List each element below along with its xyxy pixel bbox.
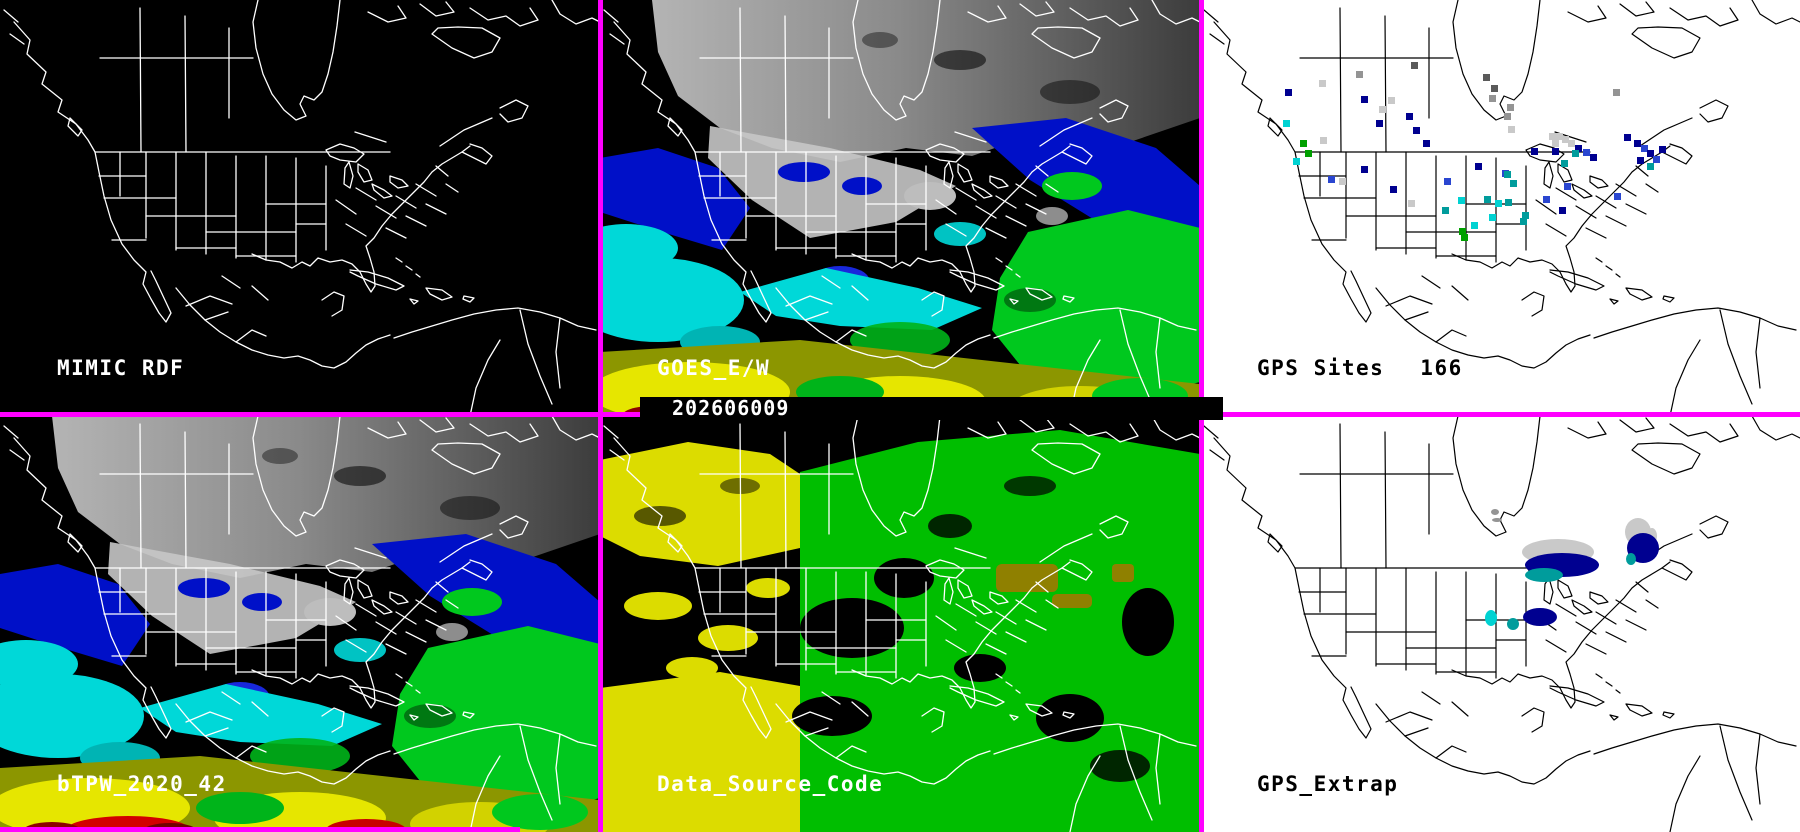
gps-site-dot [1552, 140, 1559, 147]
panel-label-btpw: bTPW_2020_42 [57, 772, 227, 796]
gps-site-dot [1659, 146, 1666, 153]
gps-site-dot [1505, 199, 1512, 206]
gps-site-dot [1562, 136, 1569, 143]
gps-site-dot [1641, 145, 1648, 152]
panel-label-gps-extrap: GPS_Extrap [1257, 772, 1399, 796]
gps-site-dot [1458, 197, 1465, 204]
gps-site-dot [1495, 200, 1502, 207]
gps-site-dot [1647, 163, 1654, 170]
panel-mimic-rdf: MIMIC RDF [0, 0, 600, 416]
gps-site-dot [1300, 140, 1307, 147]
gps-site-dot [1624, 134, 1631, 141]
gps-site-dot [1613, 89, 1620, 96]
gps-site-dot [1504, 171, 1511, 178]
panel-label-mimic-rdf: MIMIC RDF [57, 356, 185, 380]
gps-site-dot [1568, 140, 1575, 147]
gps-site-dot [1361, 166, 1368, 173]
data-source-code-image [600, 416, 1200, 832]
panel-label-goes-ew: GOES_E/W [657, 356, 771, 380]
gps-site-dot [1379, 106, 1386, 113]
gps-site-dot [1475, 163, 1482, 170]
gps-sites-label-text: GPS Sites [1257, 356, 1385, 380]
panel-label-gps-sites: GPS Sites 166 [1257, 356, 1463, 380]
gps-site-dot [1590, 154, 1597, 161]
gps-site-dot [1423, 140, 1430, 147]
gps-site-dot [1390, 186, 1397, 193]
gps-site-dot [1543, 196, 1550, 203]
gps-site-dot [1556, 133, 1563, 140]
gps-site-dot [1583, 149, 1590, 156]
gps-site-dot [1285, 89, 1292, 96]
panel-goes-ew: GOES_E/W [600, 0, 1200, 416]
gps-site-dot [1483, 74, 1490, 81]
gps-site-dot [1406, 113, 1413, 120]
gps-sites-count: 166 [1420, 356, 1463, 380]
gps-site-dot [1339, 178, 1346, 185]
gps-sites-dots [1200, 0, 1800, 416]
gps-site-dot [1319, 80, 1326, 87]
gps-site-dot [1549, 133, 1556, 140]
gps-site-dot [1614, 193, 1621, 200]
gps-site-dot [1559, 207, 1566, 214]
gps-site-dot [1442, 207, 1449, 214]
panel-gps-sites: GPS Sites 166 [1200, 0, 1800, 416]
mimic-rdf-map-image [3, 0, 600, 416]
gps-site-dot [1484, 196, 1491, 203]
gps-site-dot [1572, 150, 1579, 157]
gps-site-dot [1507, 104, 1514, 111]
gps-site-dot [1531, 148, 1538, 155]
gps-site-dot [1510, 180, 1517, 187]
gps-extrap-blobs [1485, 509, 1659, 630]
gps-site-dot [1637, 157, 1644, 164]
timestamp-bar: 202606009 [640, 397, 1223, 420]
goes-ew-tpw-image [600, 0, 1200, 416]
gps-site-dot [1491, 85, 1498, 92]
gps-site-dot [1283, 120, 1290, 127]
gps-site-dot [1376, 120, 1383, 127]
gps-extrap-map-image [1203, 416, 1800, 832]
gps-site-dot [1520, 218, 1527, 225]
gps-site-dot [1328, 176, 1335, 183]
gps-site-dot [1552, 148, 1559, 155]
gps-site-dot [1411, 62, 1418, 69]
gps-site-dot [1444, 178, 1451, 185]
gps-site-dot [1561, 160, 1568, 167]
gps-site-dot [1459, 228, 1466, 235]
gps-site-dot [1356, 71, 1363, 78]
gps-site-dot [1489, 214, 1496, 221]
gps-site-dot [1575, 145, 1582, 152]
gps-site-dot [1408, 200, 1415, 207]
panel-data-source-code: Data_Source_Code [600, 416, 1200, 832]
gps-site-dot [1504, 113, 1511, 120]
gps-site-dot [1305, 150, 1312, 157]
gps-site-dot [1564, 183, 1571, 190]
timestamp-text: 202606009 [672, 396, 790, 420]
gps-site-dot [1522, 212, 1529, 219]
gps-site-dot [1361, 96, 1368, 103]
gps-site-dot [1461, 234, 1468, 241]
gps-site-dot [1647, 150, 1654, 157]
gps-site-dot [1653, 156, 1660, 163]
panel-btpw: bTPW_2020_42 [0, 416, 600, 832]
gps-site-dot [1508, 126, 1515, 133]
grid-divider-bottom [0, 827, 520, 832]
gps-site-dot [1320, 137, 1327, 144]
gps-site-dot [1634, 140, 1641, 147]
panel-gps-extrap: GPS_Extrap [1200, 416, 1800, 832]
gps-site-dot [1471, 222, 1478, 229]
panel-label-data-source-code: Data_Source_Code [657, 772, 884, 796]
gps-site-dot [1413, 127, 1420, 134]
gps-site-dot [1388, 97, 1395, 104]
btpw-tpw-image [0, 416, 600, 832]
gps-site-dot [1293, 158, 1300, 165]
gps-site-dot [1489, 95, 1496, 102]
